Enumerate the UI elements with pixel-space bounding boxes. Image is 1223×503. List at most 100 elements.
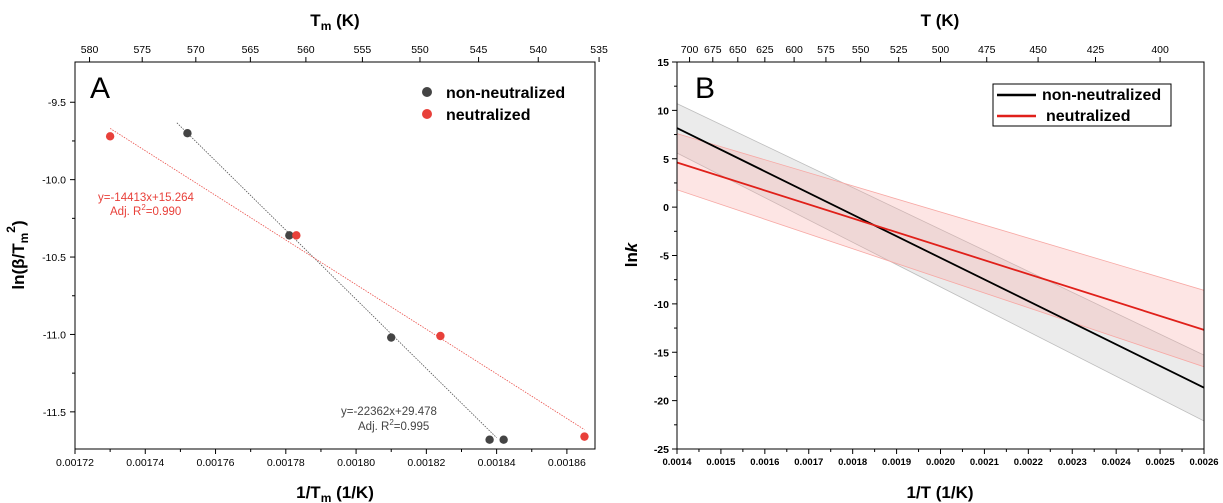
b-top-tick-label-5: 575 bbox=[817, 44, 835, 56]
panel-a-x-axis-label: 1/Tm (1/K) bbox=[296, 483, 374, 503]
r2-value-neutralized: =0.990 bbox=[146, 206, 182, 218]
a-x-tick-label-6: 0.00184 bbox=[478, 457, 516, 469]
panel-a-legend: non-neutralized neutralized bbox=[422, 85, 565, 124]
panel-a-top-ticks: 580 575 570 565 560 555 550 545 540 535 bbox=[81, 44, 608, 62]
panel-a: 0.00172 0.00174 0.00176 0.00178 0.00180 0.001… bbox=[4, 11, 608, 503]
panel-b-label: B bbox=[695, 72, 715, 105]
panel-a-legend-label-1: non-neutralized bbox=[446, 85, 565, 102]
fit-line-non-neutralized bbox=[176, 122, 497, 438]
confidence-band-neutralized bbox=[676, 133, 1205, 368]
panel-a-ylabel-sub: m bbox=[17, 233, 31, 244]
panel-a-left-ticks: -9.5 -10.0 -10.5 -11.0 -11.5 bbox=[42, 97, 75, 419]
b-x-tick-label-11: 0.0025 bbox=[1146, 457, 1176, 468]
a-top-tick-label-3: 565 bbox=[242, 44, 260, 56]
b-y-tick-label-3: 0 bbox=[663, 202, 669, 214]
legend-marker-non-neutralized bbox=[422, 87, 432, 97]
panel-a-fit-annotation-non-neutralized: y=-22362x+29.478 Adj. R2=0.995 bbox=[341, 406, 437, 433]
panel-a-top-label-unit: (K) bbox=[331, 11, 359, 30]
panel-a-y-axis-label: ln(β/Tm2) bbox=[4, 220, 31, 289]
fit-r2-non-neutralized: Adj. R2=0.995 bbox=[358, 418, 429, 433]
panel-b-bottom-ticks: 0.0014 0.0015 0.0016 0.0017 0.0018 0.0019 0.00… bbox=[662, 449, 1219, 468]
panel-b-legend-label-2: neutralized bbox=[1046, 108, 1130, 125]
panel-a-top-axis-label: Tm (K) bbox=[310, 11, 359, 33]
a-top-tick-label-1: 575 bbox=[133, 44, 151, 56]
panel-b-ylabel-italic: k bbox=[622, 241, 641, 252]
panel-b-ylabel-main: ln bbox=[622, 252, 641, 267]
fit-line-b-neutralized bbox=[676, 161, 1205, 331]
b-x-tick-label-8: 0.0022 bbox=[1014, 457, 1043, 468]
panel-a-ylabel-close: ) bbox=[9, 220, 28, 226]
b-top-tick-label-0: 700 bbox=[681, 44, 699, 56]
b-top-tick-label-12: 400 bbox=[1151, 44, 1169, 56]
b-top-tick-label-3: 625 bbox=[756, 44, 774, 56]
panel-a-xlabel-unit: (1/K) bbox=[331, 483, 374, 502]
b-x-tick-label-10: 0.0024 bbox=[1102, 457, 1132, 468]
b-top-tick-label-8: 500 bbox=[932, 44, 950, 56]
panel-b-legend-label-1: non-neutralized bbox=[1042, 87, 1161, 104]
a-top-tick-label-8: 540 bbox=[529, 44, 547, 56]
fit-r2-neutralized: Adj. R2=0.990 bbox=[110, 203, 181, 218]
panel-b-legend: non-neutralized neutralized bbox=[992, 83, 1172, 127]
legend-marker-neutralized bbox=[422, 109, 432, 119]
panel-b-left-ticks: 15 10 5 0 -5 -10 -15 -20 -25 bbox=[654, 57, 677, 456]
a-top-tick-label-5: 555 bbox=[354, 44, 372, 56]
b-top-tick-label-2: 650 bbox=[729, 44, 747, 56]
panel-a-fit-annotation-neutralized: y=-14413x+15.264 Adj. R2=0.990 bbox=[98, 192, 195, 218]
panel-a-fit-lines bbox=[109, 122, 585, 438]
a-x-tick-label-0: 0.00172 bbox=[56, 457, 94, 469]
a-x-tick-label-7: 0.00186 bbox=[548, 457, 586, 469]
r2-sup-neutralized: 2 bbox=[141, 203, 146, 212]
panel-a-xlabel-main: 1/T bbox=[296, 483, 321, 502]
panel-a-ylabel-main: ln(β/T bbox=[9, 243, 28, 290]
a-y-tick-label-1: -10.0 bbox=[42, 175, 66, 187]
panel-a-points bbox=[105, 129, 589, 444]
b-x-tick-label-2: 0.0016 bbox=[750, 457, 779, 468]
b-top-tick-label-1: 675 bbox=[704, 44, 722, 56]
panel-a-legend-label-2: neutralized bbox=[446, 107, 530, 124]
panel-a-plot-frame bbox=[74, 61, 596, 450]
point-non-neutralized-4 bbox=[499, 435, 508, 444]
b-top-tick-label-7: 525 bbox=[890, 44, 908, 56]
b-top-tick-label-11: 425 bbox=[1087, 44, 1105, 56]
a-x-tick-label-5: 0.00182 bbox=[407, 457, 445, 469]
b-x-tick-label-1: 0.0015 bbox=[706, 457, 736, 468]
a-top-tick-label-0: 580 bbox=[81, 44, 99, 56]
panel-a-top-label-main: T bbox=[310, 11, 321, 30]
r2-prefix-neutralized: Adj. R bbox=[110, 206, 141, 218]
point-neutralized-2 bbox=[436, 331, 445, 341]
fit-equation-neutralized: y=-14413x+15.264 bbox=[98, 192, 195, 204]
b-x-tick-label-5: 0.0019 bbox=[882, 457, 911, 468]
point-non-neutralized-2 bbox=[387, 333, 396, 342]
point-non-neutralized-0 bbox=[183, 129, 192, 138]
b-y-tick-label-1: 10 bbox=[657, 105, 669, 117]
b-top-tick-label-4: 600 bbox=[785, 44, 803, 56]
r2-prefix-non-neutralized: Adj. R bbox=[358, 421, 389, 433]
point-neutralized-0 bbox=[105, 132, 115, 141]
panel-b-x-axis-label: 1/T (1/K) bbox=[906, 483, 973, 502]
a-y-tick-label-4: -11.5 bbox=[43, 407, 66, 419]
b-y-tick-label-6: -15 bbox=[654, 347, 669, 359]
b-x-tick-label-9: 0.0023 bbox=[1058, 457, 1087, 468]
b-x-tick-label-3: 0.0017 bbox=[794, 457, 823, 468]
panel-b-bands bbox=[676, 102, 1205, 422]
b-x-tick-label-4: 0.0018 bbox=[838, 457, 867, 468]
b-y-tick-label-5: -10 bbox=[654, 299, 669, 311]
panel-a-top-label-sub: m bbox=[321, 19, 332, 33]
b-x-tick-label-6: 0.0020 bbox=[926, 457, 955, 468]
b-x-tick-label-0: 0.0014 bbox=[662, 457, 692, 468]
a-top-tick-label-2: 570 bbox=[187, 44, 205, 56]
point-non-neutralized-3 bbox=[485, 435, 494, 444]
b-y-tick-label-2: 5 bbox=[663, 154, 669, 166]
panel-b-y-axis-label: lnk bbox=[622, 241, 641, 267]
a-x-tick-label-1: 0.00174 bbox=[126, 457, 164, 469]
point-non-neutralized-1 bbox=[285, 231, 294, 240]
a-top-tick-label-4: 560 bbox=[297, 44, 315, 56]
panel-b-lines bbox=[676, 127, 1205, 389]
panel-b-legend-box bbox=[992, 83, 1172, 127]
panel-b-top-axis-label: T (K) bbox=[921, 11, 960, 30]
b-y-tick-label-8: -25 bbox=[654, 444, 669, 456]
b-top-tick-label-6: 550 bbox=[852, 44, 870, 56]
b-y-tick-label-7: -20 bbox=[654, 396, 669, 408]
panel-a-ylabel-sup: 2 bbox=[4, 226, 18, 233]
